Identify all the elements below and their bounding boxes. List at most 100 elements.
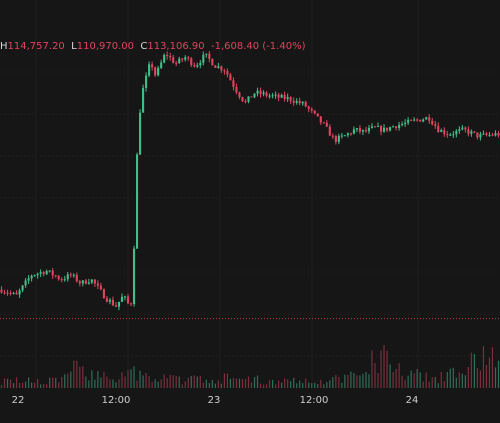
candle-body — [367, 127, 371, 132]
candle-body — [9, 293, 12, 295]
candle-body — [355, 128, 358, 130]
candle-body — [184, 57, 187, 60]
volume-bar — [190, 375, 192, 388]
candle-body — [352, 129, 355, 134]
candle-body — [322, 122, 325, 124]
candle-body — [72, 274, 75, 276]
candle-body — [404, 122, 407, 125]
candle-body — [126, 296, 130, 304]
volume-bar — [12, 383, 15, 388]
candle-body — [395, 126, 398, 129]
volume-bar — [91, 370, 93, 388]
candle-body — [482, 133, 485, 135]
volume-bar — [28, 377, 30, 388]
candle-body — [286, 97, 289, 100]
candle-body — [132, 248, 136, 305]
volume-bar — [461, 373, 463, 388]
volume-bar — [256, 375, 259, 388]
volume-bar — [130, 369, 132, 388]
volume-bar — [482, 345, 485, 388]
volume-bar — [488, 357, 491, 388]
candle-body — [202, 54, 205, 63]
candle-body — [416, 119, 419, 121]
candle-body — [464, 127, 467, 130]
volume-bar — [395, 368, 397, 388]
candle-body — [446, 134, 449, 136]
candle-body — [401, 124, 404, 126]
volume-bar — [455, 377, 457, 388]
volume-bar — [52, 377, 54, 388]
volume-bar — [55, 377, 57, 388]
candle-body — [45, 271, 48, 275]
candle-body — [437, 125, 440, 132]
volume-bar — [115, 382, 117, 388]
volume-bar — [317, 383, 319, 388]
volume-bar — [311, 383, 313, 388]
candle-body — [142, 87, 145, 113]
volume-bar — [136, 380, 138, 388]
candle-body — [250, 96, 253, 98]
volume-bar — [64, 374, 66, 388]
volume-bar — [34, 382, 36, 388]
candle-body — [494, 133, 497, 136]
candle-body — [304, 102, 307, 107]
candle-body — [488, 134, 491, 136]
high-key: H — [0, 41, 8, 52]
candle-body — [298, 100, 301, 104]
volume-bar — [287, 379, 289, 388]
candle-body — [241, 97, 244, 102]
candle-body — [169, 56, 172, 58]
volume-bar — [0, 385, 3, 388]
candle-body — [376, 126, 380, 128]
candle-body — [238, 92, 241, 98]
candle-body — [6, 292, 9, 294]
candle-body — [422, 119, 425, 122]
volume-bar — [265, 384, 268, 388]
candle-body — [265, 92, 268, 96]
volume-bar — [241, 378, 244, 388]
volume-bar — [196, 376, 198, 388]
volume-bar — [377, 372, 379, 388]
candle-body — [292, 100, 295, 103]
volume-bar — [440, 371, 442, 388]
candle-body — [340, 135, 343, 137]
candle-body — [172, 57, 175, 63]
volume-bar — [422, 381, 424, 388]
volume-bar — [18, 382, 21, 388]
candle-body — [385, 127, 389, 131]
candle-body — [214, 65, 217, 68]
candle-body — [148, 64, 151, 76]
candle-body — [476, 132, 479, 138]
candle-body — [307, 106, 310, 109]
candle-body — [470, 131, 473, 134]
candle-body — [428, 117, 431, 121]
volume-bar — [37, 379, 39, 388]
candle-body — [0, 289, 3, 293]
candle-body — [178, 58, 181, 64]
candle-body — [208, 53, 211, 59]
volume-bar — [398, 363, 400, 388]
volume-bars — [0, 345, 500, 388]
candle-body — [187, 57, 190, 59]
x-tick-label: 12:00 — [102, 395, 131, 406]
x-tick-label: 23 — [208, 395, 221, 406]
candle-body — [256, 90, 259, 94]
candle-body — [220, 66, 223, 71]
candle-body — [364, 129, 368, 132]
candle-body — [108, 299, 111, 302]
candle-body — [226, 70, 229, 75]
volume-bar — [389, 364, 391, 388]
candle-body — [485, 133, 488, 135]
candle-body — [114, 305, 118, 307]
candle-body — [283, 94, 286, 100]
candle-body — [232, 80, 235, 87]
candle-body — [99, 285, 102, 290]
candle-body — [139, 112, 142, 155]
volume-bar — [362, 373, 364, 388]
volume-bar — [43, 383, 45, 388]
ohlc-legend: H114,757.20 L110,970.00 C113,106.90 -1,6… — [0, 40, 305, 54]
volume-bar — [323, 384, 325, 388]
change-value: -1,608.40 — [210, 41, 260, 52]
